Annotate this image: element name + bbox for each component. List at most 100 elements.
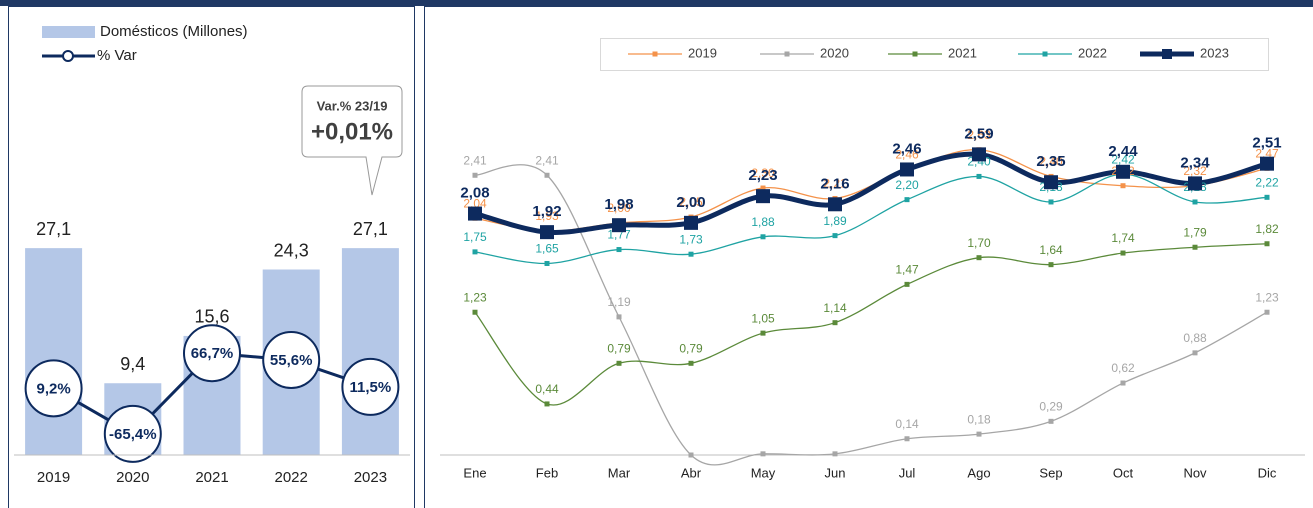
point-label: 2,40 (1039, 155, 1063, 169)
point-label: 2,46 (895, 148, 919, 162)
x-tick-label: 2021 (195, 469, 228, 486)
point (760, 234, 766, 240)
x-tick-label: Jun (825, 465, 846, 480)
point-label: 1,05 (751, 311, 775, 325)
point-label: 0,79 (679, 341, 703, 355)
x-tick-label: Mar (608, 465, 631, 480)
legend-label: Domésticos (Millones) (100, 23, 248, 40)
point (760, 451, 766, 457)
point-label: 2,59 (964, 125, 993, 142)
point (1048, 262, 1054, 268)
point-label: 2,63 (967, 128, 991, 142)
point (684, 215, 698, 230)
point (544, 401, 550, 407)
point (1264, 309, 1270, 315)
x-tick-label: Oct (1113, 465, 1134, 480)
point-label: 0,44 (535, 382, 559, 396)
point (904, 197, 910, 203)
point-label: 1,70 (967, 236, 991, 250)
point-label: 1,65 (535, 242, 559, 256)
point-label: 2,41 (535, 153, 559, 167)
point (612, 218, 626, 233)
point-label: 1,74 (1111, 231, 1135, 245)
legend-label: 2023 (1200, 45, 1229, 60)
point (540, 225, 554, 240)
point (472, 249, 478, 255)
legend-swatch (42, 26, 95, 38)
point (688, 452, 694, 458)
point (1264, 194, 1270, 200)
point-label: 0,88 (1183, 331, 1207, 345)
x-tick-label: Ago (967, 465, 990, 480)
point-label: 1,47 (895, 263, 919, 277)
x-tick-label: Nov (1183, 465, 1207, 480)
point-label: 1,88 (751, 215, 775, 229)
point (24, 359, 83, 418)
point-label: 2,16 (820, 175, 849, 192)
point-label: 9,2% (36, 380, 70, 397)
point-label: 2,42 (1111, 152, 1135, 166)
point-label: 2,22 (1255, 175, 1279, 189)
bar (341, 248, 399, 455)
point-label: 2,08 (460, 185, 489, 202)
point-label: 1,89 (823, 214, 847, 228)
x-tick-label: 2022 (275, 469, 308, 486)
point-label: 0,29 (1039, 400, 1063, 414)
legend-marker (62, 50, 74, 62)
point (904, 436, 910, 442)
point (832, 320, 838, 326)
point-label: 1,14 (823, 301, 847, 315)
line (474, 164, 1268, 466)
point (1192, 244, 1198, 250)
point (1120, 380, 1126, 386)
point (1048, 418, 1054, 424)
bar-label: 9,4 (120, 354, 145, 374)
point-label: 1,73 (679, 232, 703, 246)
point-label: 2,46 (892, 140, 921, 157)
point-label: 0,14 (895, 417, 919, 431)
bar (25, 248, 83, 455)
point (832, 451, 838, 457)
x-tick-label: Jul (899, 465, 916, 480)
legend-marker (1162, 49, 1172, 59)
top-bar (0, 0, 1313, 6)
x-tick-label: Abr (681, 465, 702, 480)
legend-marker (912, 51, 918, 57)
legend-label: 2019 (688, 45, 717, 60)
point-label: 2,41 (463, 153, 487, 167)
right-panel (424, 6, 1313, 508)
point (544, 172, 550, 178)
point-label: 0,18 (967, 412, 991, 426)
x-tick-label: May (751, 465, 776, 480)
point (616, 314, 622, 320)
point (688, 360, 694, 366)
point-label: 0,79 (607, 341, 631, 355)
line (474, 151, 1268, 235)
point (1120, 183, 1126, 189)
point-label: 1,92 (532, 203, 561, 220)
x-tick-label: Sep (1039, 465, 1062, 480)
point-label: 0,62 (1111, 361, 1135, 375)
point-label: 2,51 (1252, 135, 1281, 152)
point (468, 206, 482, 221)
point (904, 281, 910, 287)
callout-title: Var.% 23/19 (317, 98, 388, 113)
x-tick-label: Dic (1258, 465, 1277, 480)
point (1116, 164, 1130, 179)
legend-marker (652, 51, 658, 57)
point-label: 1,19 (607, 295, 631, 309)
point (262, 330, 321, 389)
bar-label: 15,6 (194, 307, 229, 327)
bar-label: 27,1 (353, 219, 388, 239)
legend-marker (784, 51, 790, 57)
point (760, 185, 766, 191)
point (972, 147, 986, 162)
legend-label: 2022 (1078, 45, 1107, 60)
point-label: 55,6% (270, 352, 313, 369)
point (760, 330, 766, 336)
point (341, 357, 400, 416)
point-label: 1,98 (604, 196, 633, 213)
point (616, 360, 622, 366)
point (1192, 199, 1198, 205)
